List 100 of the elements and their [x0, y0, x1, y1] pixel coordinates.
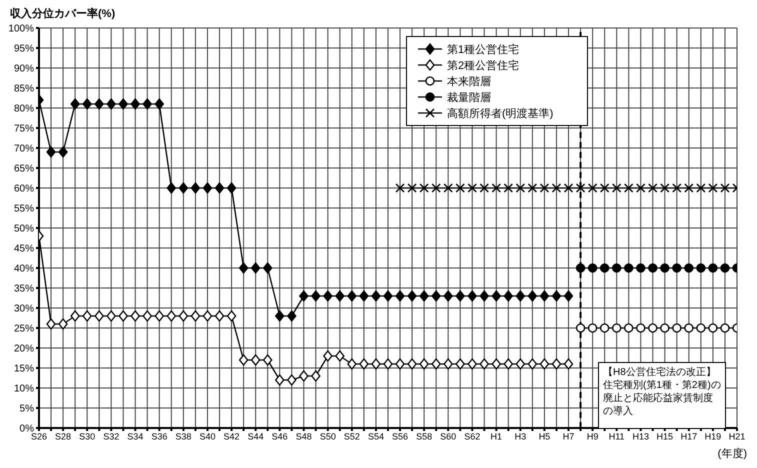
point	[275, 374, 284, 386]
point	[371, 290, 381, 302]
point	[118, 98, 128, 110]
point	[118, 310, 128, 322]
point	[600, 183, 610, 193]
y-tick-label: 60%	[14, 184, 34, 195]
point	[335, 290, 345, 302]
point	[58, 318, 68, 330]
x-tick-label: H21	[728, 431, 746, 442]
x-tick-label: H11	[608, 431, 625, 442]
y-tick-label: 45%	[14, 244, 34, 255]
point	[407, 183, 417, 193]
point	[58, 146, 68, 158]
x-tick-label: S34	[127, 431, 144, 442]
x-tick-label: S26	[30, 431, 48, 442]
point	[648, 323, 658, 333]
point	[576, 323, 586, 333]
x-tick-label: H9	[586, 431, 598, 442]
x-tick-label: S60	[440, 431, 456, 442]
point	[263, 354, 272, 366]
point	[130, 310, 140, 322]
point	[383, 290, 393, 302]
x-tick-label: H17	[680, 431, 698, 442]
point	[287, 374, 296, 386]
point	[299, 290, 308, 302]
point	[359, 358, 369, 370]
x-tick-label: H3	[514, 431, 526, 442]
legend-label: 本来階層	[447, 74, 491, 88]
point	[720, 183, 730, 193]
point	[552, 358, 562, 370]
point	[696, 183, 706, 193]
point	[612, 323, 622, 333]
point	[708, 263, 718, 273]
y-axis-title: 収入分位カバー率(%)	[10, 6, 116, 21]
y-tick-label: 15%	[14, 364, 34, 375]
point	[456, 358, 465, 370]
x-tick-label: S48	[296, 431, 312, 442]
point	[720, 323, 730, 333]
point	[347, 290, 357, 302]
point	[190, 182, 200, 194]
legend-label: 高額所得者(明渡基準)	[447, 106, 554, 120]
point	[444, 358, 453, 370]
point	[660, 323, 670, 333]
point	[648, 183, 658, 193]
y-tick-label: 10%	[14, 384, 34, 395]
point	[323, 350, 332, 362]
point	[106, 98, 116, 110]
x-tick-label: S46	[272, 431, 288, 442]
point	[395, 358, 405, 370]
point	[431, 290, 441, 302]
x-tick-label: H7	[562, 431, 574, 442]
point	[383, 358, 393, 370]
point	[600, 323, 610, 333]
point	[588, 183, 598, 193]
point	[552, 290, 562, 302]
point	[70, 98, 80, 110]
x-tick-label: H19	[704, 431, 722, 442]
x-axis-title: (年度)	[718, 446, 747, 461]
point	[540, 183, 550, 193]
y-tick-label: 55%	[14, 204, 34, 215]
x-tick-label: S38	[175, 431, 192, 442]
point	[552, 183, 562, 193]
point	[504, 183, 514, 193]
point	[624, 183, 634, 193]
point	[696, 263, 706, 273]
point	[323, 290, 332, 302]
x-tick-label: S42	[224, 431, 240, 442]
y-tick-label: 35%	[14, 284, 34, 295]
point	[540, 358, 550, 370]
point	[564, 358, 574, 370]
x-tick-label: S32	[103, 431, 120, 442]
point	[202, 310, 212, 322]
x-tick-label: S52	[344, 431, 360, 442]
point	[94, 310, 104, 322]
point	[504, 358, 513, 370]
point	[178, 182, 188, 194]
point	[130, 98, 140, 110]
point	[359, 290, 369, 302]
point	[480, 183, 489, 193]
point	[335, 350, 345, 362]
point	[178, 310, 188, 322]
y-tick-label: 50%	[14, 224, 34, 235]
point	[407, 290, 417, 302]
point	[46, 318, 56, 330]
point	[431, 358, 441, 370]
point	[154, 310, 164, 322]
y-tick-label: 5%	[20, 404, 34, 415]
x-tick-label: H1	[490, 431, 502, 442]
point	[468, 183, 477, 193]
point	[480, 358, 489, 370]
point	[696, 323, 706, 333]
y-tick-label: 65%	[14, 164, 34, 175]
point	[226, 182, 236, 194]
y-tick-label: 80%	[14, 104, 34, 115]
point	[443, 183, 453, 193]
point	[612, 183, 622, 193]
point	[612, 263, 622, 273]
point	[347, 358, 357, 370]
point	[492, 183, 502, 193]
point	[636, 263, 646, 273]
